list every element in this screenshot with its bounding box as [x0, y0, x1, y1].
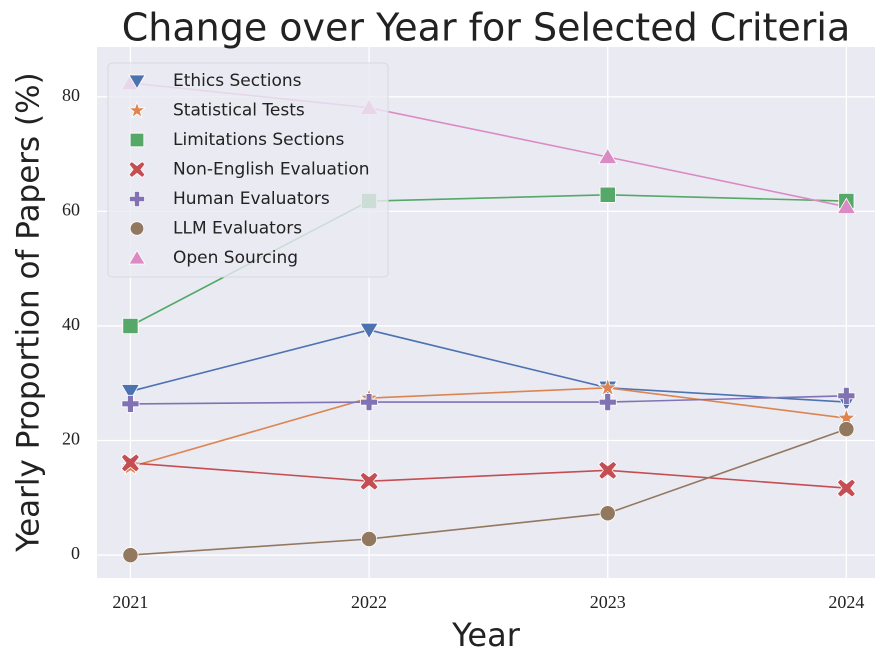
chart-title: Change over Year for Selected Criteria — [122, 6, 851, 50]
y-tick-label: 0 — [71, 543, 80, 563]
series-line — [130, 386, 847, 468]
marker — [599, 505, 616, 522]
legend-marker — [128, 190, 146, 208]
legend-marker — [128, 249, 146, 265]
series-line — [130, 462, 847, 489]
x-tick-label: 2024 — [828, 592, 864, 612]
legend-label: Ethics Sections — [173, 71, 302, 91]
marker — [359, 322, 379, 340]
marker — [121, 394, 140, 413]
lines — [120, 73, 857, 564]
legend-label: Limitations Sections — [173, 130, 345, 150]
y-tick-label: 20 — [62, 429, 80, 449]
legend-box — [107, 62, 389, 278]
legend-marker — [129, 132, 145, 148]
marker — [598, 393, 617, 412]
y-axis-label: Yearly Proportion of Papers (%) — [11, 72, 47, 552]
marker — [837, 386, 856, 405]
marker — [122, 547, 139, 564]
legend-label: Human Evaluators — [173, 189, 330, 209]
marker — [836, 478, 856, 498]
x-tick-label: 2023 — [590, 592, 626, 612]
series-line — [130, 329, 847, 403]
y-tick-label: 60 — [62, 200, 80, 220]
marker — [598, 460, 618, 480]
marker — [122, 317, 139, 335]
legend-label: Open Sourcing — [173, 248, 298, 268]
x-tick-label: 2022 — [351, 592, 387, 612]
marker — [838, 421, 855, 438]
legend: Ethics Sections Statistical Tests Limitati… — [107, 62, 389, 278]
marker — [597, 377, 618, 397]
legend-label: Statistical Tests — [173, 101, 305, 121]
legend-marker — [127, 100, 147, 119]
y-tick-label: 40 — [62, 314, 80, 334]
legend-marker — [128, 74, 146, 90]
marker — [598, 147, 618, 165]
marker — [599, 186, 616, 203]
marker — [359, 471, 379, 491]
legend-marker — [129, 221, 145, 236]
marker — [120, 453, 140, 473]
marker — [360, 393, 379, 412]
x-axis-label: Year — [451, 616, 521, 654]
marker — [120, 384, 141, 401]
legend-label: Non-English Evaluation — [173, 160, 370, 180]
series-line — [130, 395, 847, 405]
marker — [361, 530, 378, 548]
legend-marker — [128, 160, 146, 179]
x-tick-label: 2021 — [112, 592, 148, 612]
series-line — [130, 428, 847, 556]
y-tick-label: 80 — [62, 85, 80, 105]
legend-label: LLM Evaluators — [173, 219, 302, 239]
marker — [836, 197, 857, 215]
